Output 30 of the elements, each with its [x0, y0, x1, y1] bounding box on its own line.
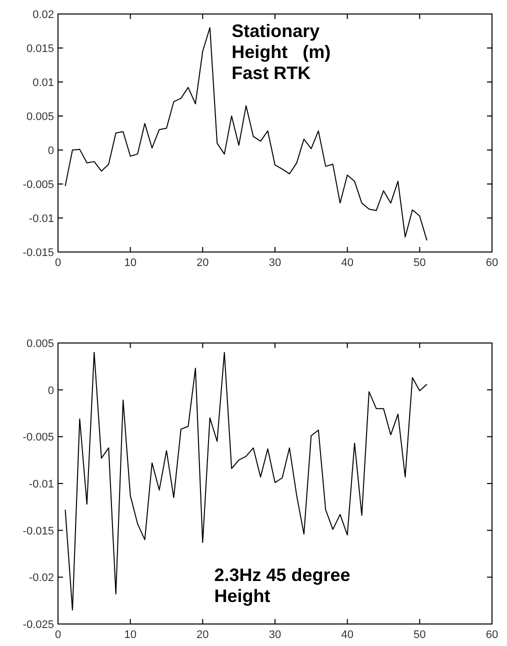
x-tick-label: 50: [414, 629, 426, 641]
x-tick-label: 50: [414, 257, 426, 269]
y-tick-label: 0.02: [32, 9, 54, 21]
y-tick-label: -0.005: [22, 432, 54, 444]
x-tick-label: 20: [196, 257, 209, 269]
x-tick-label: 40: [341, 629, 354, 641]
x-tick-label: 30: [268, 629, 282, 641]
x-tick-label: 20: [196, 629, 209, 641]
y-tick-label: 0.015: [26, 43, 54, 55]
y-tick-label: -0.01: [28, 213, 54, 225]
y-tick-label: 0: [48, 384, 54, 397]
y-tick-label: 0.005: [26, 338, 54, 350]
x-tick-label: 60: [486, 629, 498, 641]
y-tick-label: 0.01: [32, 77, 54, 89]
x-tick-label: 30: [268, 257, 282, 269]
y-tick-label: 0: [48, 145, 54, 157]
y-tick-label: 0.005: [26, 111, 54, 123]
annotation: 2.3Hz 45 degree Height: [214, 564, 350, 606]
y-tick-label: -0.015: [22, 525, 54, 538]
y-tick-label: -0.015: [22, 247, 54, 259]
x-tick-label: 10: [124, 629, 136, 641]
x-tick-label: 10: [124, 257, 136, 269]
line-series: [64, 352, 428, 610]
y-tick-label: -0.01: [28, 478, 54, 490]
y-tick-label: -0.005: [22, 179, 54, 191]
annotation: Stationary Height (m) Fast RTK: [232, 21, 331, 84]
y-tick-label: -0.025: [22, 619, 54, 631]
x-tick-label: 60: [486, 257, 498, 269]
x-tick-label: 40: [341, 257, 354, 269]
y-tick-label: -0.02: [28, 572, 54, 584]
